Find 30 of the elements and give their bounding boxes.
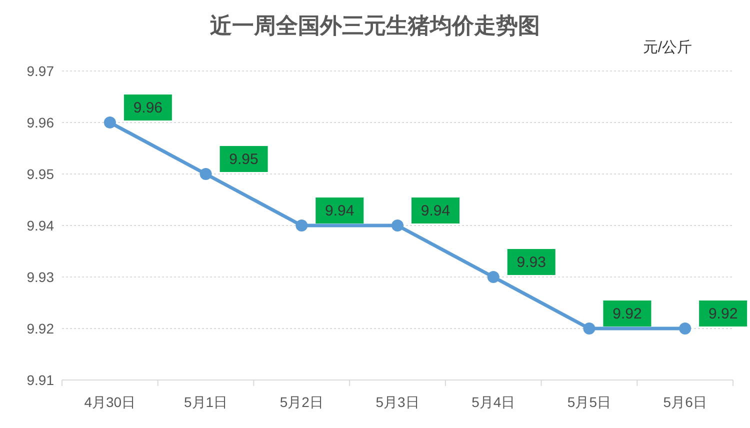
data-label: 9.92 xyxy=(708,306,738,322)
data-label: 9.94 xyxy=(420,202,450,220)
data-label: 9.95 xyxy=(229,151,258,168)
data-label: 9.92 xyxy=(612,306,642,322)
x-tick-label: 5月6日 xyxy=(663,394,707,410)
x-tick-label: 5月1日 xyxy=(184,394,228,410)
point xyxy=(679,322,692,334)
y-tick-label: 9.96 xyxy=(26,114,54,130)
point xyxy=(392,220,404,232)
y-tick-label: 9.92 xyxy=(26,320,54,336)
point xyxy=(104,116,116,128)
y-tick-label: 9.94 xyxy=(26,218,54,234)
point xyxy=(583,322,596,334)
data-label: 9.93 xyxy=(516,254,546,271)
y-tick-label: 9.97 xyxy=(26,63,54,79)
y-axis-title: 元/公斤 xyxy=(642,39,692,56)
x-tick-label: 5月4日 xyxy=(472,394,516,410)
x-tick-label: 4月30日 xyxy=(84,394,136,410)
y-tick-label: 9.95 xyxy=(26,166,54,182)
y-tick-label: 9.91 xyxy=(26,372,54,388)
x-tick-label: 5月5日 xyxy=(567,394,612,410)
chart-title: 近一周全国外三元生猪均价走势图 xyxy=(209,13,540,38)
point xyxy=(296,220,308,232)
data-label: 9.94 xyxy=(325,202,354,220)
x-tick-label: 5月3日 xyxy=(376,394,420,410)
data-label: 9.96 xyxy=(133,100,163,116)
x-tick-label: 5月2日 xyxy=(280,394,324,410)
y-tick-label: 9.93 xyxy=(26,269,54,285)
point xyxy=(200,168,212,180)
point xyxy=(487,271,500,283)
